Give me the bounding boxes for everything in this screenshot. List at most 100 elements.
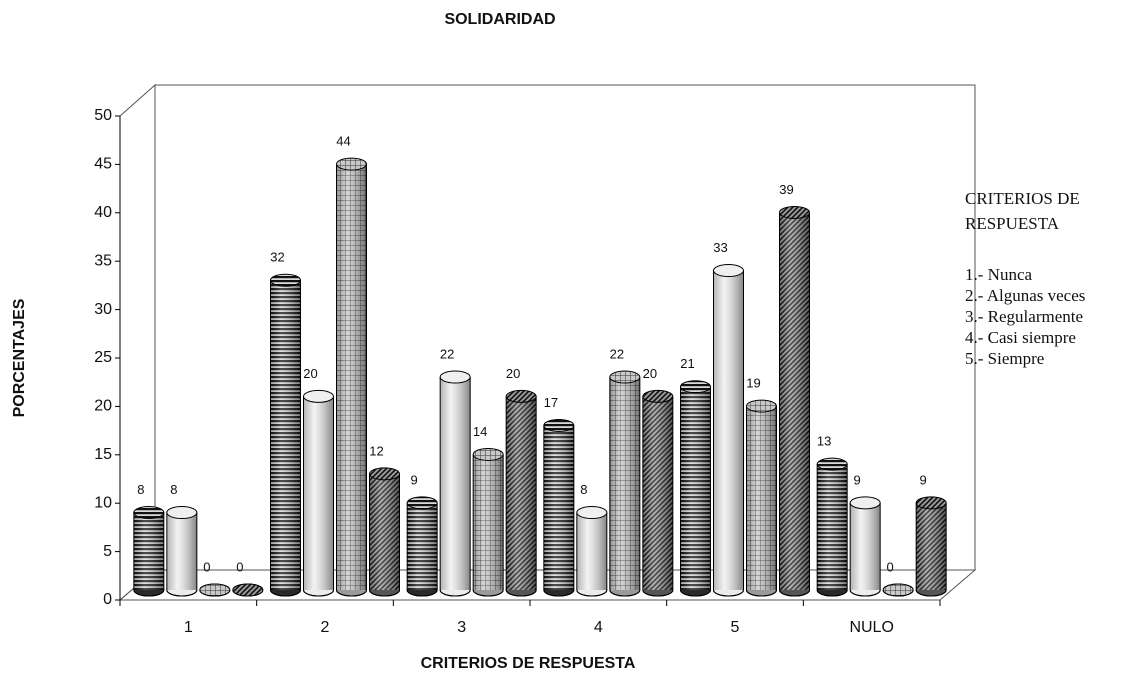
bar-top [642,389,674,403]
bar-shade [746,406,777,590]
bar-shade [270,280,301,590]
bar-outline [915,502,947,597]
bar [609,370,641,597]
bar-top [369,467,400,481]
value-label: 33 [713,240,727,255]
bar-shade [916,502,947,590]
y-tick-label: 0 [103,591,112,608]
bar [270,273,301,597]
bar-shade [850,502,881,590]
bar-top [849,496,881,510]
bar-outline [336,164,367,597]
bar-outline [133,512,165,597]
bar-top [439,370,471,384]
bar [166,506,198,597]
value-label: 9 [920,472,927,487]
bar [336,157,367,597]
x-tick-label: 1 [184,619,193,636]
value-label: 13 [817,434,831,449]
bar [369,467,400,597]
bar-shade [817,464,848,590]
y-tick-label: 40 [94,204,112,221]
bar-shade [779,212,810,591]
bar-top [915,496,947,510]
bar-top [303,389,334,403]
bar-top [680,380,711,394]
bar-top [746,399,777,413]
legend-title: CRITERIOS DE [965,189,1080,208]
bar-shade [133,512,164,590]
bar-shade [166,512,197,590]
bar-top [270,273,301,287]
value-label: 21 [680,356,694,371]
bar [439,370,471,597]
bar [642,389,674,597]
bar [779,205,810,597]
value-label: 20 [643,366,657,381]
value-label: 32 [270,250,284,265]
bar [406,496,438,597]
bar [915,496,947,597]
bar-outline [505,396,537,597]
bar [713,264,744,597]
bar [472,447,504,597]
legend-item: 5.- Siempre [965,349,1044,368]
bar-top [543,418,575,432]
bar-top [133,506,165,520]
x-tick-label: NULO [849,619,893,636]
bar-shade [369,473,400,590]
value-label: 0 [236,559,243,574]
bar-shade [336,164,367,590]
value-label: 22 [440,346,454,361]
bar-shade [576,512,607,590]
bar-outline [609,377,641,597]
bar-shade [440,377,471,590]
bar-top [472,447,504,461]
value-label: 12 [369,443,383,458]
bar [505,389,537,597]
bar-shade [642,396,673,590]
value-label: 9 [854,472,861,487]
bar-top [779,205,810,219]
x-tick-label: 3 [457,619,466,636]
bar-shade [680,386,711,590]
bar-shade [713,270,744,590]
legend-item: 4.- Casi siempre [965,328,1076,347]
bar-top [882,583,914,597]
bar-top [816,457,848,471]
bar-outline [303,396,334,597]
value-label: 17 [544,395,558,410]
y-tick-label: 15 [94,446,112,463]
bar-outline [642,396,674,597]
bar-shade [303,396,334,590]
bar-top [609,370,641,384]
bar-outline [713,270,744,597]
bar-outline [166,512,198,597]
bar-top [166,506,198,520]
bar-outline [406,502,438,597]
y-tick-label: 35 [94,252,112,269]
value-label: 39 [779,182,793,197]
bar-top [505,389,537,403]
bar [232,583,264,597]
bar-shade [473,454,504,590]
bar-outline [472,454,504,597]
bar [816,457,848,597]
bar [680,380,711,597]
y-tick-label: 20 [94,398,112,415]
bar-top [406,496,438,510]
bar [576,506,608,597]
value-label: 14 [473,424,487,439]
x-axis-label: CRITERIOS DE RESPUESTA [421,655,636,672]
y-tick-label: 30 [94,301,112,318]
value-label: 20 [303,366,317,381]
bar [543,418,575,597]
bar-top [232,583,264,597]
value-label: 8 [580,482,587,497]
legend-item: 2.- Algunas veces [965,286,1085,305]
value-label: 0 [203,559,210,574]
value-label: 22 [610,346,624,361]
y-tick-label: 25 [94,349,112,366]
bar-outline [746,406,777,597]
